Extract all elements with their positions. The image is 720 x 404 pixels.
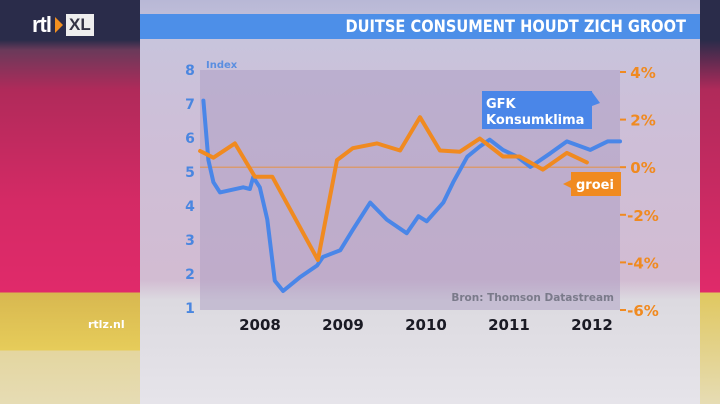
y-right-tick: 2% <box>630 112 655 130</box>
x-tick: 2009 <box>322 316 364 334</box>
y-right-tick: 4% <box>630 64 655 82</box>
legend-gfk-box <box>482 91 592 129</box>
title-bar: DUITSE CONSUMENT HOUDT ZICH GROOT <box>140 14 700 39</box>
x-tick: 2011 <box>488 316 530 334</box>
x-tick: 2008 <box>239 316 281 334</box>
y-left-tick: 2 <box>185 267 195 283</box>
logo-xl: XL <box>66 14 94 36</box>
rtl-xl-logo: rtl XL <box>32 10 94 40</box>
y-right-tick: -6% <box>627 302 659 320</box>
y-left-tick: 7 <box>185 97 195 113</box>
legend-gfk-pointer <box>592 92 600 106</box>
legend-groei: groei <box>563 172 621 196</box>
source-note: Bron: Thomson Datastream <box>451 292 614 304</box>
legend-groei-label: groei <box>576 178 614 193</box>
flag-background <box>0 0 140 404</box>
y-left-tick: 1 <box>185 301 195 317</box>
y-right-tick: -2% <box>627 207 659 225</box>
y-left-tick: 5 <box>185 165 195 181</box>
y-left-tick: 8 <box>185 63 195 79</box>
flag-background-right <box>700 0 720 404</box>
y-left-tick: 3 <box>185 233 195 249</box>
legend-groei-pointer <box>563 180 571 188</box>
site-url: rtlz.nl <box>88 318 125 331</box>
y-right-tick: 0% <box>630 159 655 177</box>
legend-gfk: GFK Konsumklima <box>482 91 600 129</box>
x-tick: 2012 <box>571 316 613 334</box>
series-line-gfk <box>201 98 622 293</box>
legend-gfk-line2: Konsumklima <box>486 113 584 128</box>
y-left-tick: 6 <box>185 131 195 147</box>
panel-background <box>140 0 700 404</box>
y-right-tick: -4% <box>627 254 659 272</box>
y-left-tick: 4 <box>185 199 195 215</box>
legend-groei-box <box>571 172 621 196</box>
logo-rtl: rtl <box>32 12 52 37</box>
chart-title: DUITSE CONSUMENT HOUDT ZICH GROOT <box>345 17 686 37</box>
play-icon <box>55 17 63 33</box>
legend-gfk-line1: GFK <box>486 97 517 112</box>
x-tick: 2010 <box>405 316 447 334</box>
y-left-label: Index <box>206 60 238 71</box>
